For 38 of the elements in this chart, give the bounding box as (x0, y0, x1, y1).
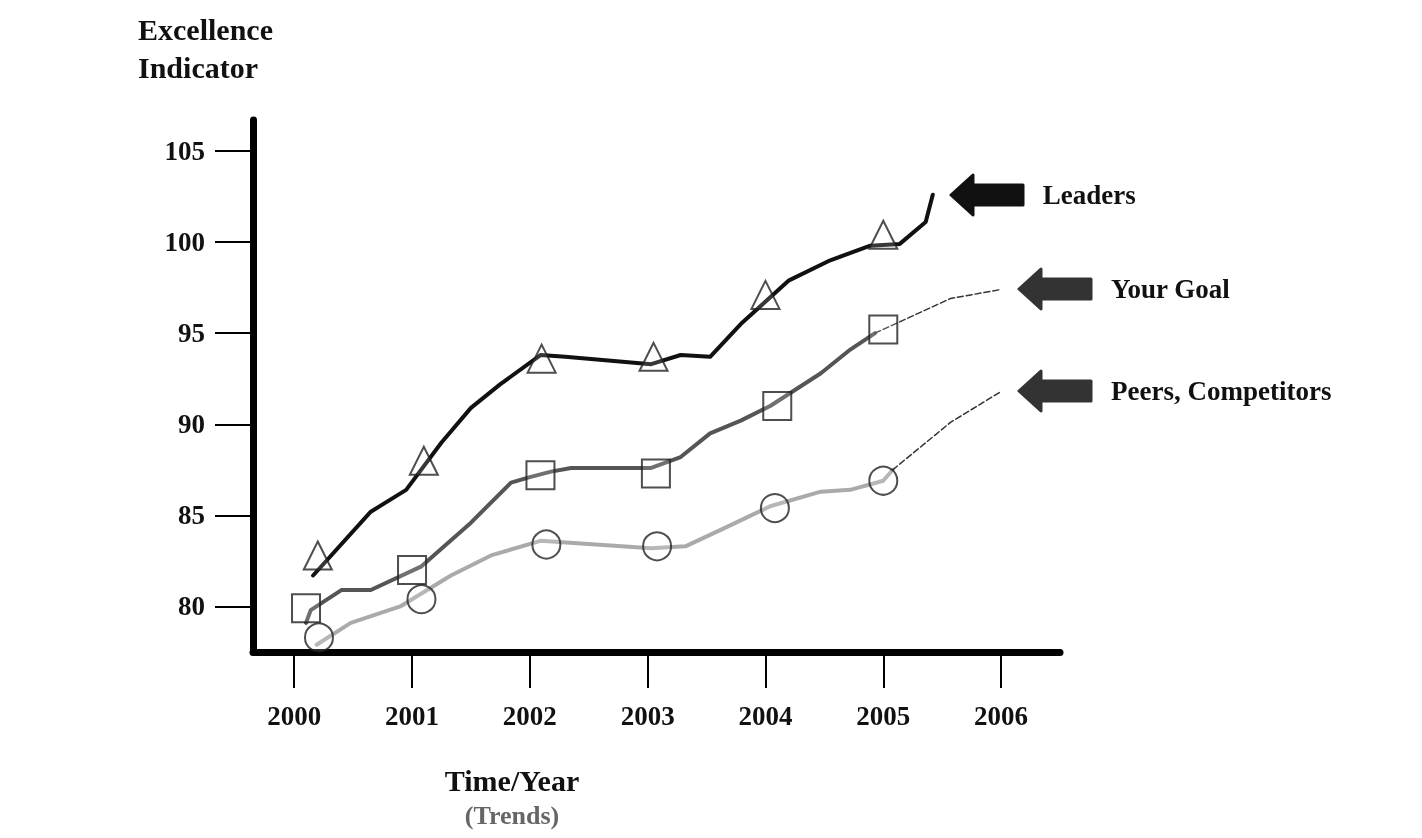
y-tick-label: 100 (164, 227, 205, 258)
x-tick-label: 2004 (738, 700, 793, 731)
x-axis-title: Time/Year (444, 763, 580, 797)
x-tick-label: 2005 (856, 700, 911, 731)
point (526, 343, 557, 374)
x-tick-label: 2002 (502, 700, 557, 731)
point (868, 314, 899, 345)
point (291, 593, 322, 624)
x-tick-label: 2006 (974, 700, 1029, 731)
text: (Trends) (464, 800, 560, 830)
point (750, 279, 781, 310)
point (406, 584, 437, 615)
legend-label: Peers, Competitors (1111, 376, 1332, 407)
point (525, 460, 556, 491)
legend-label: Leaders (1042, 179, 1136, 210)
point (759, 493, 790, 524)
legend-label: Your Goal (1111, 274, 1231, 305)
point (868, 465, 899, 496)
point (304, 622, 334, 653)
y-tick-label: 80 (178, 591, 205, 622)
point (638, 341, 669, 372)
point (302, 540, 333, 571)
point (531, 529, 562, 560)
point (397, 555, 428, 586)
y-tick-label: 105 (164, 135, 205, 166)
x-tick-label: 2000 (267, 700, 322, 731)
point (868, 219, 899, 250)
y-tick-label: 95 (178, 318, 205, 349)
y-axis-title: Excellence Indicator (138, 12, 273, 84)
point (640, 458, 671, 489)
y-tick-label: 85 (178, 500, 205, 531)
x-tick-label: 2001 (385, 700, 440, 731)
point (642, 531, 673, 562)
point (408, 445, 439, 476)
point (762, 391, 793, 422)
line-series (311, 192, 935, 578)
y-tick-label: 90 (178, 409, 205, 440)
x-tick-label: 2003 (620, 700, 675, 731)
